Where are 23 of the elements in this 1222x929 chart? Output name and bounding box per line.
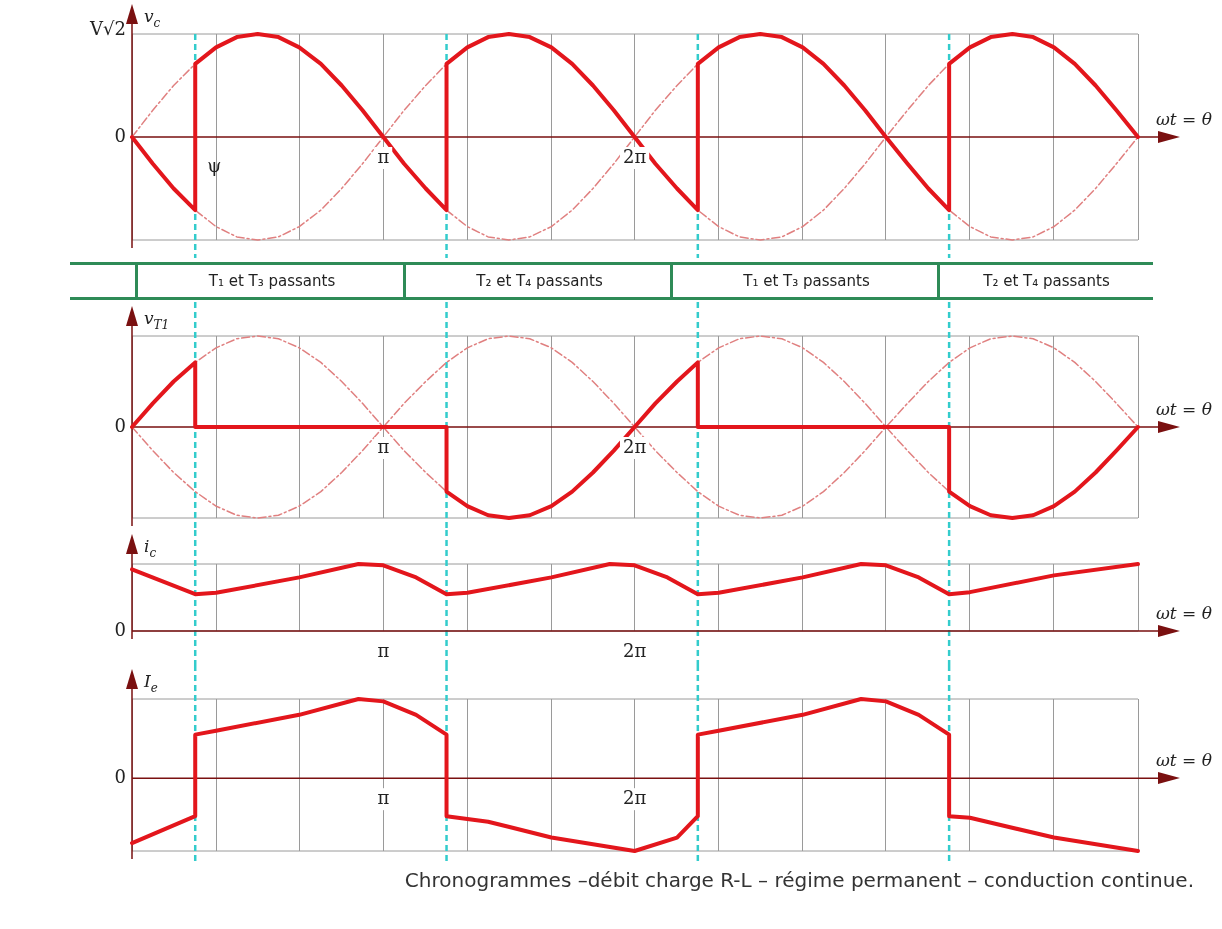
ref-line-label: ψ (207, 154, 222, 176)
x-axis-title: ωt = θ (1156, 109, 1212, 129)
x-tick-label: π (377, 639, 390, 661)
x-tick-label: 2π (622, 435, 647, 457)
x-tick-label: π (377, 145, 390, 167)
x-tick-label: π (377, 786, 390, 808)
text: T₁ et T₃ passants (670, 262, 940, 300)
x-tick-label: 2π (622, 786, 647, 808)
text: T₁ et T₃ passants (135, 262, 406, 300)
text: Chronogrammes –débit charge R-L – régime permanent – conduction continue. (403, 867, 1195, 893)
x-tick-label: π (377, 435, 390, 457)
text: V√2 (89, 17, 126, 39)
text: 0 (114, 765, 126, 787)
x-tick-label: 2π (622, 639, 647, 661)
x-axis-title: ωt = θ (1156, 603, 1212, 623)
x-tick-label: 2π (622, 145, 647, 167)
x-axis-title: ωt = θ (1156, 750, 1212, 771)
text: 0 (114, 618, 126, 640)
text: T₂ et T₄ passants (937, 262, 1153, 300)
text: 0 (114, 414, 126, 436)
text: 0 (114, 124, 126, 146)
text: T₂ et T₄ passants (403, 262, 673, 300)
x-axis-title: ωt = θ (1156, 399, 1212, 419)
